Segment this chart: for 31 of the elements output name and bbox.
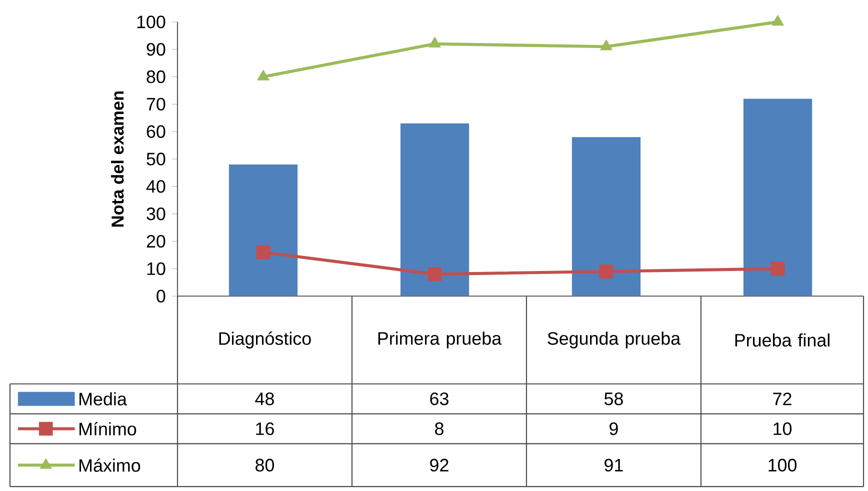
data-label: 58 (604, 392, 623, 406)
y-tick-label: 100 (137, 16, 166, 28)
y-tick-label: 0 (156, 290, 166, 303)
data-label: 8 (435, 422, 444, 436)
data-label: 91 (604, 459, 623, 472)
y-tick-label: 30 (146, 208, 166, 220)
data-label: 80 (256, 459, 274, 472)
legend-label: Máximo (80, 458, 140, 472)
y-tick-label: 10 (147, 262, 166, 276)
y-tick-label: 40 (146, 180, 166, 194)
y-tick-label: 70 (146, 98, 166, 111)
data-label: 16 (256, 422, 274, 436)
x-tick-label: Prueba final (735, 334, 830, 347)
data-label: 92 (430, 459, 448, 472)
y-tick-label: 80 (146, 70, 166, 84)
data-label: 63 (430, 392, 448, 406)
data-label: 72 (773, 392, 792, 406)
data-label: 9 (610, 422, 618, 436)
y-tick-label: 90 (146, 43, 166, 56)
y-axis-title: Nota del examen (111, 92, 124, 227)
data-label: 10 (774, 422, 792, 436)
y-tick-label: 50 (146, 152, 166, 166)
y-tick-label: 60 (146, 125, 166, 138)
data-label: 48 (255, 392, 274, 406)
x-tick-label: Diagnóstico (219, 332, 311, 349)
legend-label: Media (80, 392, 127, 406)
x-tick-label: Segunda prueba (548, 332, 681, 349)
y-tick-label: 20 (146, 235, 166, 248)
x-tick-label: Primera prueba (378, 332, 502, 349)
legend-label: Mínimo (80, 422, 136, 436)
data-label: 100 (768, 459, 797, 472)
